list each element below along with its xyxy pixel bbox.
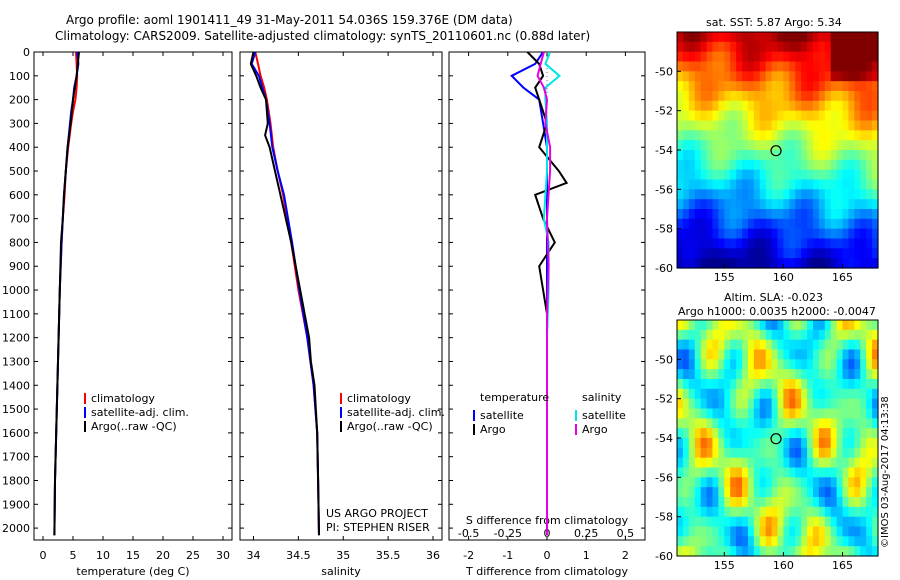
credit-pi: PI: STEPHEN RISER [326, 521, 430, 534]
xtick-label: -2 [463, 549, 474, 562]
xtick2-label: -0.25 [494, 527, 522, 540]
map-ytick-label: -54 [655, 432, 673, 445]
ytick-label: 1800 [2, 474, 30, 487]
profile-panel-temp [33, 51, 233, 541]
xtick-label: -1 [502, 549, 513, 562]
legend-label: climatology [347, 392, 411, 405]
map-xtick-label: 165 [832, 271, 853, 284]
sst-map-field [677, 32, 879, 269]
series-line-3 [536, 52, 552, 536]
xtick-label: 10 [96, 549, 110, 562]
map-ytick-label: -60 [655, 550, 673, 563]
xtick-label: 20 [156, 549, 170, 562]
ytick-label: 1600 [2, 427, 30, 440]
map-ytick-label: -56 [655, 471, 673, 484]
page-subtitle: Climatology: CARS2009. Satellite-adjuste… [55, 29, 591, 43]
map-ytick-label: -50 [655, 353, 673, 366]
legend-title: salinity [582, 391, 622, 404]
map-xtick-label: 165 [832, 559, 853, 572]
ytick-label: 1700 [2, 451, 30, 464]
series-line-2 [249, 52, 320, 536]
xtick2-label: 0.25 [574, 527, 599, 540]
ytick-label: 2000 [2, 522, 30, 535]
map-xtick-label: 155 [714, 271, 735, 284]
sst-map-float-marker [770, 145, 782, 157]
xlabel: salinity [321, 565, 361, 578]
legend-label: Argo(..raw -QC) [347, 420, 433, 433]
map-xtick-label: 155 [714, 559, 735, 572]
legend-label: climatology [91, 392, 155, 405]
profile-panel-sal [239, 51, 443, 541]
ytick-label: 200 [9, 94, 30, 107]
map-ytick-label: -50 [655, 65, 673, 78]
xtick-label: 2 [622, 549, 629, 562]
xlabel: temperature (deg C) [76, 565, 189, 578]
legend-label: Argo [480, 423, 506, 436]
xtick-label: 15 [126, 549, 140, 562]
xtick-label: 1 [583, 549, 590, 562]
legend-label: satellite-adj. clim. [91, 406, 189, 419]
ytick-label: 1900 [2, 498, 30, 511]
ytick-label: 700 [9, 213, 30, 226]
ytick-label: 1100 [2, 308, 30, 321]
ytick-label: 900 [9, 260, 30, 273]
sst-map-title: sat. SST: 5.87 Argo: 5.34 [706, 16, 842, 29]
legend-label: satellite [480, 409, 524, 422]
ytick-label: 1500 [2, 403, 30, 416]
map-ytick-label: -52 [655, 105, 673, 118]
sla-map-subtitle: Argo h1000: 0.0035 h2000: -0.0047 [678, 305, 876, 318]
page-title: Argo profile: aoml 1901411_49 31-May-201… [66, 13, 513, 27]
map-ytick-label: -58 [655, 511, 673, 524]
sla-map-title: Altim. SLA: -0.023 [724, 291, 824, 304]
map-ytick-label: -52 [655, 393, 673, 406]
xtick-label: 30 [216, 549, 230, 562]
credit-project: US ARGO PROJECT [326, 507, 428, 520]
ytick-label: 300 [9, 117, 30, 130]
map-ytick-label: -56 [655, 183, 673, 196]
imos-timestamp: ©IMOS 03-Aug-2017 04:13:38 [880, 396, 891, 548]
sla-map-float-marker [770, 433, 782, 445]
xtick-label: 0 [544, 549, 551, 562]
xtick-label: 34.5 [286, 549, 311, 562]
ytick-label: 600 [9, 189, 30, 202]
ytick-label: 1000 [2, 284, 30, 297]
xtick-label: 34 [246, 549, 260, 562]
ytick-label: 1200 [2, 332, 30, 345]
xtick-label: 5 [70, 549, 77, 562]
xtick-label: 36 [426, 549, 440, 562]
xtick-label: 35 [336, 549, 350, 562]
map-xtick-label: 160 [773, 559, 794, 572]
legend-label: satellite [582, 409, 626, 422]
legend-title: temperature [480, 391, 549, 404]
ytick-label: 1400 [2, 379, 30, 392]
sla-map-field [677, 320, 879, 557]
xtick2-label: 0.5 [617, 527, 635, 540]
ytick-label: 500 [9, 165, 30, 178]
xlabel: T difference from climatology [465, 565, 628, 578]
ytick-label: 100 [9, 70, 30, 83]
legend-label: Argo [582, 423, 608, 436]
legend-label: Argo(..raw -QC) [91, 420, 177, 433]
xtick-label: 25 [186, 549, 200, 562]
ytick-label: 1300 [2, 355, 30, 368]
map-ytick-label: -60 [655, 262, 673, 275]
map-xtick-label: 160 [773, 271, 794, 284]
xtick2-label: -0.5 [458, 527, 479, 540]
ytick-label: 800 [9, 236, 30, 249]
map-ytick-label: -58 [655, 223, 673, 236]
legend-label: satellite-adj. clim. [347, 406, 445, 419]
ytick-label: 400 [9, 141, 30, 154]
series-line-2 [53, 52, 80, 536]
xtick-label: 35.5 [376, 549, 401, 562]
xtick-label: 0 [40, 549, 47, 562]
ytick-label: 0 [23, 46, 30, 59]
map-ytick-label: -54 [655, 144, 673, 157]
